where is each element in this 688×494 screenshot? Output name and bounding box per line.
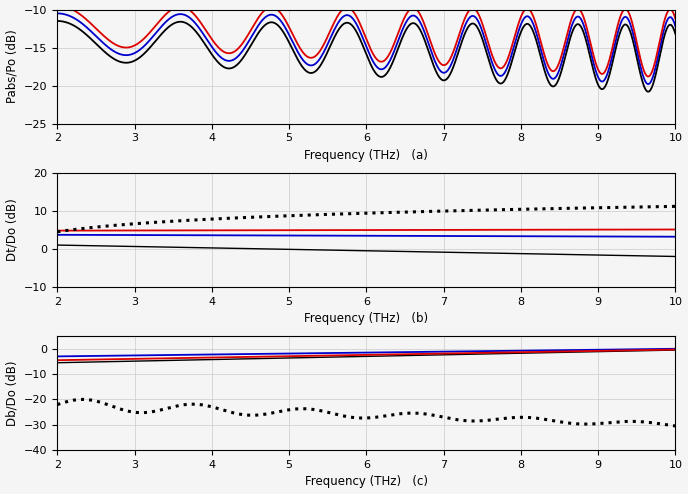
X-axis label: Frequency (THz)   (b): Frequency (THz) (b)	[304, 312, 429, 325]
Y-axis label: Dt/Do (dB): Dt/Do (dB)	[6, 199, 19, 261]
X-axis label: Frequency (THz)   (a): Frequency (THz) (a)	[305, 149, 429, 162]
X-axis label: Frequency (THz)   (c): Frequency (THz) (c)	[305, 475, 428, 489]
Y-axis label: Db/Do (dB): Db/Do (dB)	[6, 361, 19, 426]
Y-axis label: Pabs/Po (dB): Pabs/Po (dB)	[6, 30, 19, 103]
